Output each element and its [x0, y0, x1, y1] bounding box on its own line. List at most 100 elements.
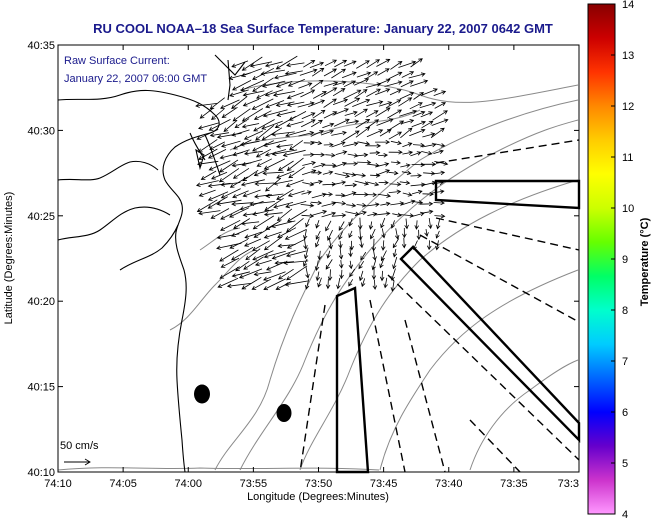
current-vector-arrow: [338, 260, 344, 269]
current-vector-arrow: [400, 80, 414, 88]
y-tick-label: 40:30: [27, 125, 55, 137]
current-vector-arrow: [375, 211, 391, 216]
current-vector-arrow: [392, 212, 402, 218]
colorbar: 14 13 12 11 10 9 8 7 6 5 4 Temperature (°C): [587, 0, 651, 519]
current-vector-arrow: [220, 99, 240, 109]
current-vector-arrow: [283, 260, 309, 266]
current-vector-arrow: [367, 212, 378, 217]
current-vector-arrow: [355, 126, 371, 138]
current-vector-arrow: [335, 150, 348, 155]
current-vector-arrow: [375, 162, 390, 168]
current-vector-arrow: [243, 256, 264, 270]
current-vector-arrow: [263, 158, 286, 170]
current-vector-arrow: [402, 150, 414, 156]
current-vector-arrow: [232, 80, 252, 91]
current-vector-arrow: [249, 201, 275, 206]
current-vector-arrow: [332, 80, 347, 86]
current-vector-arrow: [332, 108, 349, 116]
current-vector-arrow: [342, 130, 360, 142]
current-vector-arrow: [231, 228, 249, 237]
current-vector-arrow: [390, 280, 396, 292]
current-vector-arrow: [354, 78, 370, 86]
current-vector-arrow: [315, 271, 321, 282]
colorbar-tick-label: 11: [622, 152, 633, 164]
x-tick-label: 73:45: [370, 478, 398, 490]
current-vector-arrow: [231, 96, 248, 110]
current-vector-arrow: [311, 67, 325, 77]
current-vector-arrow: [349, 240, 354, 251]
current-vector-arrow: [264, 197, 284, 211]
current-vector-arrow: [239, 140, 260, 147]
current-vector-arrow: [432, 110, 448, 121]
current-vector-arrow: [384, 80, 403, 87]
current-vector-arrow: [266, 261, 286, 271]
current-vector-arrow: [388, 170, 399, 176]
current-vector-arrow: [284, 280, 309, 287]
current-vector-arrow: [252, 215, 275, 230]
current-vector-arrow: [208, 160, 231, 171]
current-vector-arrow: [400, 163, 411, 168]
current-vector-arrow: [298, 82, 313, 89]
current-vector-arrow: [414, 220, 419, 230]
colorbar-tick-label: 4: [622, 509, 628, 519]
current-vector-arrow: [422, 191, 434, 197]
current-vector-arrow: [229, 89, 249, 97]
current-vector-arrow: [364, 71, 379, 80]
current-vector-arrow: [333, 118, 350, 127]
current-vector-arrow: [366, 192, 378, 198]
overlay-line-1: Raw Surface Current:: [64, 55, 170, 67]
current-vector-arrow: [284, 229, 307, 240]
dashed-lane-line: [404, 319, 446, 473]
current-vector-arrow: [325, 152, 336, 158]
current-vector-arrow: [263, 278, 286, 291]
river-inlet-path: [57, 160, 159, 181]
current-vector-arrow: [370, 228, 376, 240]
current-vector-arrow: [322, 170, 334, 175]
current-vector-arrow: [230, 246, 254, 261]
shipping-lane-polygon: [434, 179, 581, 210]
current-vector-arrow: [301, 190, 312, 195]
current-vector-arrow: [378, 180, 389, 185]
current-vector-arrow: [263, 271, 286, 281]
current-vector-arrow: [273, 72, 297, 80]
current-vector-arrow: [299, 68, 318, 76]
current-vector-arrow: [366, 129, 384, 138]
current-vector-arrow: [251, 98, 274, 110]
x-tick-label: 74:00: [174, 478, 202, 490]
current-vector-arrow: [286, 238, 306, 249]
current-vector-arrow: [371, 260, 377, 271]
current-vector-arrow: [263, 231, 282, 239]
current-vector-arrow: [348, 218, 353, 227]
current-vector-arrow: [408, 72, 426, 79]
current-vector-arrow: [331, 180, 347, 186]
current-vector-arrow: [387, 109, 403, 119]
current-vector-arrow: [315, 219, 320, 229]
current-vector-arrow: [286, 121, 304, 128]
current-vector-arrow: [422, 132, 436, 138]
current-vector-arrow: [207, 149, 227, 159]
current-vector-arrow: [366, 88, 381, 97]
current-vector-arrow: [394, 228, 400, 240]
current-vector-arrow: [298, 130, 315, 137]
current-vector-arrow: [388, 131, 403, 140]
current-vector-arrow: [322, 192, 334, 197]
dashed-lane-line: [419, 234, 580, 323]
current-vector-arrow: [231, 60, 249, 68]
current-vector-arrow: [390, 160, 401, 165]
coastline-path: [57, 89, 220, 473]
current-vector-arrow: [401, 71, 415, 78]
current-vector-arrow: [311, 179, 323, 185]
contour-line: [299, 179, 579, 471]
current-vector-arrow: [377, 68, 390, 76]
current-vector-arrow: [349, 268, 356, 278]
current-vector-arrow: [372, 248, 377, 261]
current-vector-arrow: [336, 277, 341, 290]
current-vector-arrow: [424, 229, 429, 237]
current-vector-arrow: [263, 250, 286, 259]
current-vector-arrow: [378, 101, 393, 107]
current-vector-arrow: [402, 227, 407, 239]
current-vector-arrow: [255, 148, 271, 158]
current-vector-arrow: [323, 98, 337, 108]
current-vector-arrow: [240, 221, 260, 226]
current-vector-arrow: [369, 150, 381, 156]
